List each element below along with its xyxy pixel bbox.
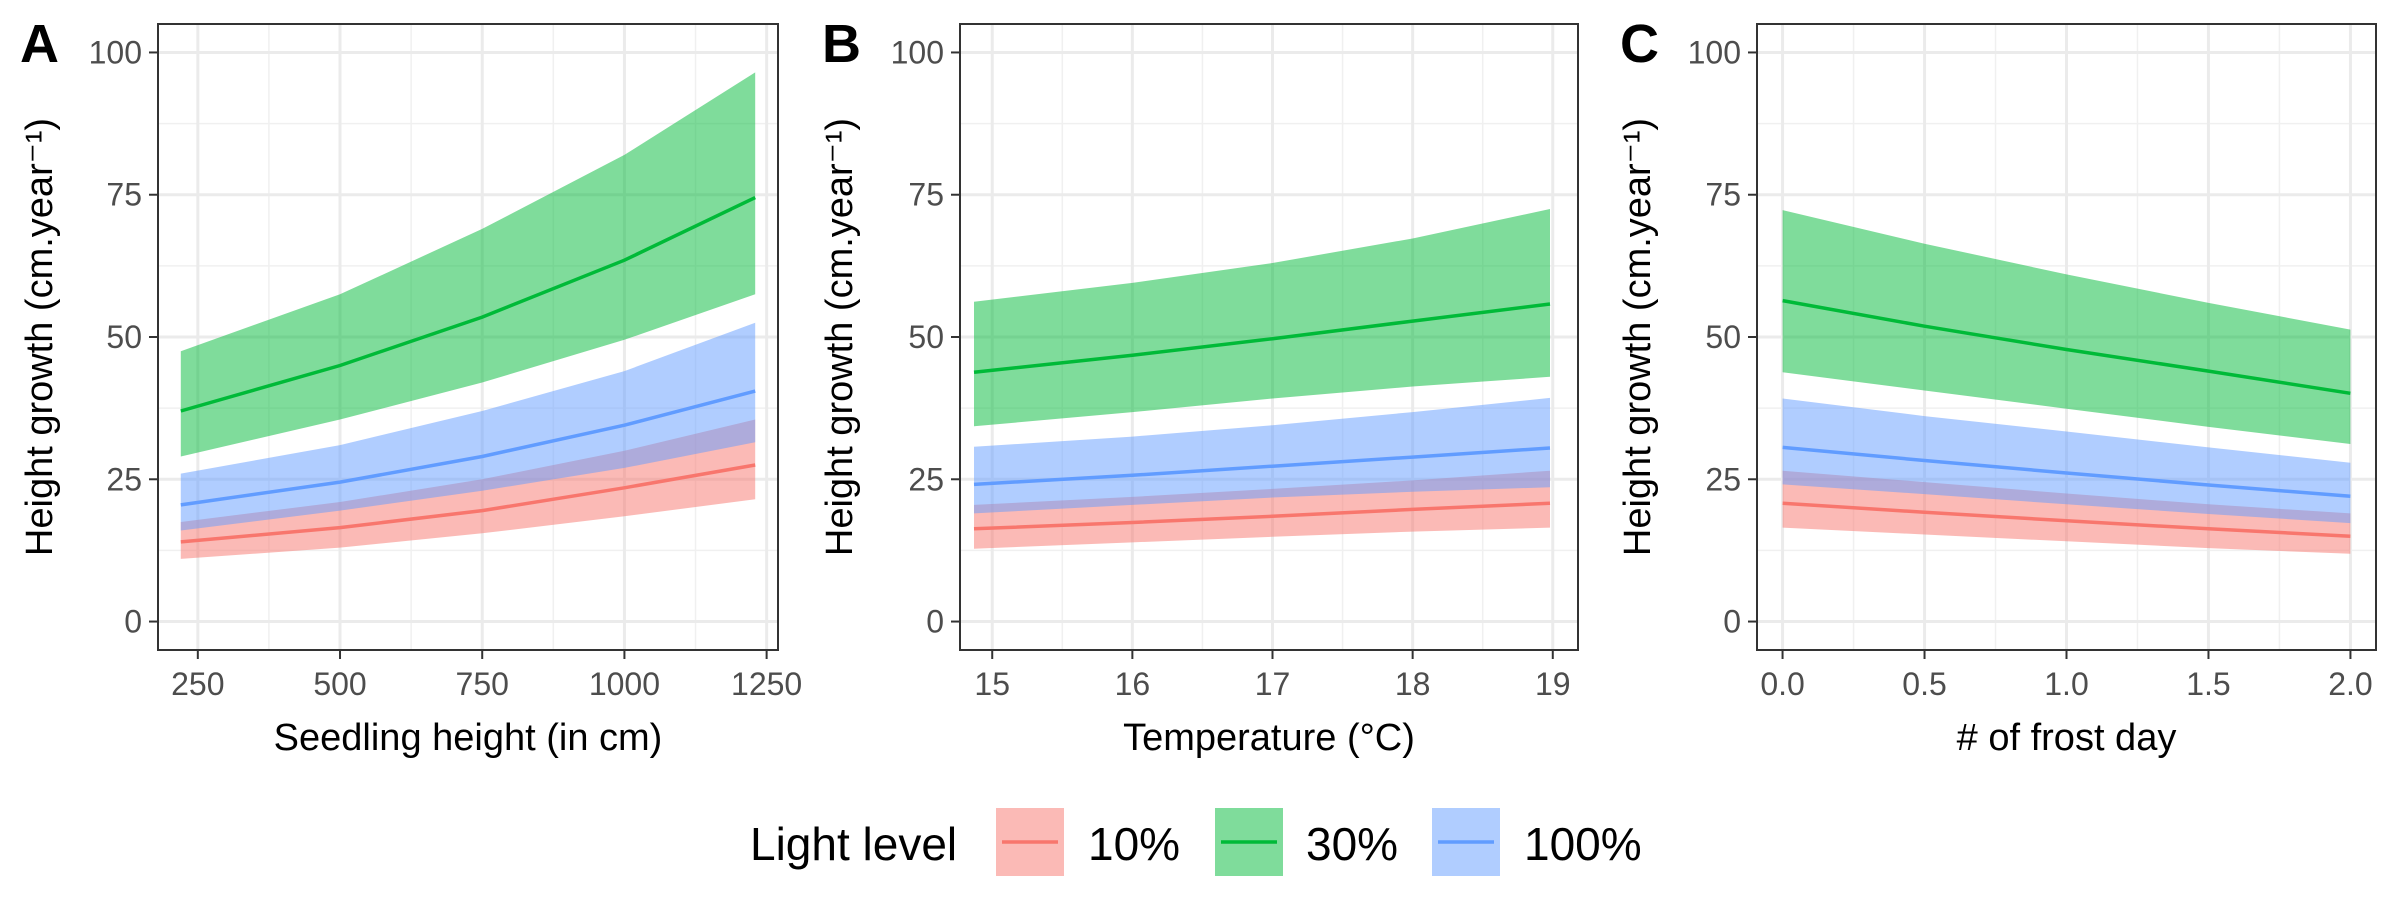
line-30: [973, 302, 1551, 375]
x-tick-label: 500: [313, 666, 366, 702]
y-tick-label: 100: [891, 34, 944, 70]
x-tick-label: 1000: [589, 666, 660, 702]
ribbon-30: [974, 209, 1550, 427]
y-tick-label: 25: [1705, 461, 1741, 497]
legend-title: Light level: [750, 818, 957, 870]
panel-letter: B: [822, 14, 861, 74]
x-tick-label: 17: [1255, 666, 1291, 702]
ribbon-100: [1782, 398, 2351, 524]
x-tick-label: 750: [456, 666, 509, 702]
x-tick-label: 18: [1395, 666, 1431, 702]
y-axis-title: Height growth (cm.year⁻¹): [819, 118, 861, 556]
x-tick-label: 250: [171, 666, 224, 702]
y-tick-label: 0: [124, 604, 142, 640]
ribbon-30: [1782, 210, 2351, 444]
x-tick-label: 1250: [731, 666, 802, 702]
x-tick-label: 1.5: [2186, 666, 2230, 702]
x-axis-title: Seedling height (in cm): [274, 717, 663, 759]
y-tick-label: 75: [1705, 177, 1741, 213]
line-100: [973, 446, 1551, 487]
y-tick-label: 100: [89, 34, 142, 70]
x-tick-label: 1.0: [2044, 666, 2088, 702]
y-tick-label: 0: [926, 604, 944, 640]
ribbon-100: [180, 322, 756, 531]
ribbon-30: [180, 72, 756, 457]
y-tick-label: 0: [1723, 604, 1741, 640]
y-axis-title: Height growth (cm.year⁻¹): [19, 118, 61, 556]
legend-label-30: 30%: [1306, 818, 1398, 870]
y-tick-label: 75: [908, 177, 944, 213]
y-tick-label: 75: [106, 177, 142, 213]
panel-b: 15 16 17 18 19 0 25 50 75 100 Temperature (°C) Heig…: [819, 14, 1579, 759]
y-tick-label: 50: [106, 319, 142, 355]
x-tick-label: 16: [1115, 666, 1151, 702]
x-tick-label: 0.5: [1902, 666, 1946, 702]
y-axis-title: Height growth (cm.year⁻¹): [1617, 118, 1659, 556]
line-100: [180, 389, 756, 507]
x-tick-label: 2.0: [2328, 666, 2372, 702]
line-100: [1782, 445, 2351, 499]
legend-item-30: 30%: [1215, 808, 1398, 876]
line-30: [1782, 298, 2351, 396]
line-30: [180, 196, 756, 413]
y-tick-label: 100: [1688, 34, 1741, 70]
legend-item-100: 100%: [1432, 808, 1642, 876]
x-axis-title: Temperature (°C): [1123, 717, 1415, 759]
line-10: [1782, 501, 2351, 538]
line-10: [973, 501, 1551, 531]
legend-label-100: 100%: [1524, 818, 1642, 870]
x-tick-label: 19: [1535, 666, 1571, 702]
y-tick-label: 25: [106, 461, 142, 497]
y-tick-label: 50: [908, 319, 944, 355]
x-tick-label: 0.0: [1760, 666, 1804, 702]
x-axis-title: # of frost day: [1957, 717, 2177, 759]
y-tick-label: 50: [1705, 319, 1741, 355]
x-tick-label: 15: [974, 666, 1010, 702]
panel-letter: C: [1620, 14, 1659, 74]
panel-c: 0.0 0.5 1.0 1.5 2.0 0 25 50 75 100 # of frost day H…: [1617, 14, 2377, 759]
y-tick-label: 25: [908, 461, 944, 497]
line-10: [180, 463, 756, 544]
legend-item-10: 10%: [996, 808, 1180, 876]
panel-a: 250 500 750 1000 1250 0 25 50 75 100 Seedling heig…: [19, 14, 802, 759]
legend-label-10: 10%: [1088, 818, 1180, 870]
ribbon-100: [974, 397, 1550, 514]
legend: Light level 10% 30% 100%: [750, 808, 1642, 876]
panel-letter: A: [20, 14, 59, 74]
